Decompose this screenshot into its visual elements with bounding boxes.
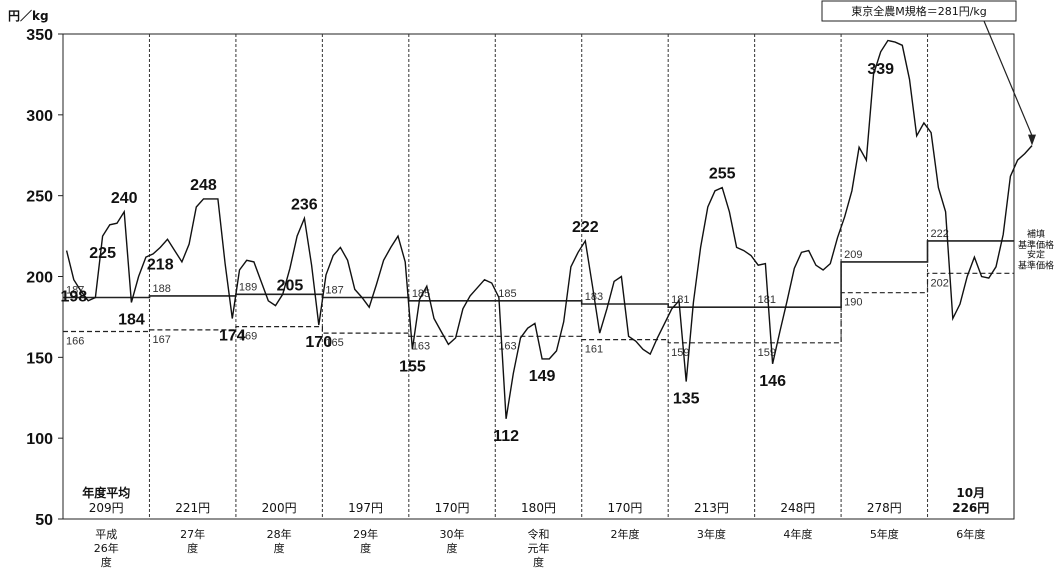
fy-average-heading: 年度平均 (82, 485, 130, 500)
fy-label: 平成 (95, 528, 117, 541)
antei-side-label: 安定 (1027, 248, 1045, 260)
fy-average-value: 197円 (348, 501, 383, 515)
fiscal-year-separators (148, 34, 929, 519)
price-point-label: 218 (147, 256, 174, 273)
antei-value-label: 202 (931, 277, 949, 289)
hoten-value-label: 188 (152, 283, 170, 295)
hoten-value-label: 185 (412, 288, 430, 300)
fy-label: 2年度 (610, 527, 639, 541)
fy-label: 令和 (528, 527, 550, 541)
fy-label: 30年 (440, 527, 465, 541)
fy-label: 26年 (94, 541, 119, 555)
callout-text: 東京全農M規格＝281円/kg (851, 4, 987, 18)
hoten-side-label: 基準価格 (1018, 239, 1054, 251)
fy-label: 度 (187, 541, 198, 555)
callout-arrow-line (983, 20, 1033, 136)
data-labels: 240 184 248 174 236 170 225 155 198 112 222 149 135 2… (60, 61, 894, 445)
fy-label: 3年度 (697, 527, 726, 541)
y-tick-label: 200 (26, 270, 53, 287)
fy-label: 度 (274, 541, 285, 555)
y-tick-label: 100 (26, 431, 53, 448)
fy-average-value: 200円 (262, 501, 297, 515)
fy-label: 度 (533, 555, 544, 569)
fy-label: 29年 (353, 527, 378, 541)
fy-average-value: 221円 (175, 501, 210, 515)
fy-average-heading: 10月 (956, 486, 985, 500)
hoten-value-label: 185 (498, 288, 516, 300)
y-tick-label: 150 (26, 350, 53, 367)
price-point-label: 135 (673, 391, 700, 408)
fy-average-value: 170円 (608, 501, 643, 515)
antei-value-label: 165 (325, 337, 343, 349)
price-series (65, 39, 1033, 419)
price-point-label: 174 (219, 328, 246, 345)
price-point-label: 248 (190, 177, 217, 194)
fy-average-value: 213円 (694, 501, 729, 515)
axes: 円／kg 50 100 150 200 250 300 350 (8, 8, 1015, 529)
callout-box (821, 0, 1017, 22)
hoten-value-label: 222 (931, 228, 949, 240)
fy-average-value: 209円 (89, 501, 124, 515)
antei-value-label: 159 (758, 347, 776, 359)
price-point-label: 222 (572, 219, 599, 236)
hoten-value-label: 189 (239, 281, 257, 293)
price-point-label: 184 (118, 311, 145, 328)
price-point-label: 205 (277, 277, 304, 294)
antei-value-label: 169 (239, 331, 257, 343)
callout-arrow-head (1028, 134, 1036, 146)
antei-value-label: 163 (498, 340, 516, 352)
fy-label: 6年度 (956, 527, 985, 541)
fy-label: 28年 (267, 527, 292, 541)
fy-average-value: 226円 (952, 501, 989, 515)
fy-label: 度 (101, 555, 112, 569)
hoten-value-label: 181 (671, 294, 689, 306)
price-point-label: 198 (60, 289, 87, 306)
antei-value-label: 166 (66, 335, 84, 347)
antei-value-label: 159 (671, 347, 689, 359)
antei-value-label: 161 (585, 344, 603, 356)
y-tick-label: 350 (26, 27, 53, 44)
fy-label: 度 (447, 541, 458, 555)
fy-label: 4年度 (783, 527, 812, 541)
antei-value-label: 167 (152, 334, 170, 346)
antei-value-label: 163 (412, 340, 430, 352)
price-point-label: 170 (305, 334, 332, 351)
y-tick-label: 300 (26, 108, 53, 125)
fiscal-year-labels: 年度平均209円平成26年度221円27年度200円28年度197円29年度17… (82, 228, 1054, 569)
fy-average-value: 180円 (521, 501, 556, 515)
hoten-value-label: 181 (758, 294, 776, 306)
price-point-label: 146 (759, 373, 786, 390)
hoten-value-label: 209 (844, 249, 862, 261)
hoten-value-label: 187 (66, 285, 84, 297)
y-tick-label: 50 (35, 512, 53, 529)
fy-label: 27年 (180, 527, 205, 541)
y-axis-unit: 円／kg (8, 8, 49, 23)
hoten-value-label: 187 (325, 285, 343, 297)
antei-side-label: 基準価格 (1018, 259, 1054, 271)
hoten-reference-line (63, 240, 1014, 308)
price-point-label: 149 (529, 368, 556, 385)
fy-label: 度 (360, 541, 371, 555)
price-point-label: 255 (709, 166, 736, 183)
price-point-label: 339 (867, 61, 894, 78)
fy-average-value: 248円 (780, 501, 815, 515)
price-point-label: 240 (111, 190, 138, 207)
price-point-label: 112 (493, 428, 519, 445)
hoten-side-label: 補填 (1027, 228, 1045, 240)
price-point-label: 225 (89, 245, 116, 262)
fy-average-value: 278円 (867, 501, 902, 515)
antei-reference-line (63, 272, 1014, 344)
current-price-callout: 東京全農M規格＝281円/kg (821, 0, 1036, 146)
y-tick-label: 250 (26, 189, 53, 206)
tokyo-m-price-line (65, 39, 1033, 419)
antei-value-label: 190 (844, 297, 862, 309)
fy-label: 元年 (528, 541, 550, 555)
price-point-label: 236 (291, 196, 318, 213)
fy-average-value: 170円 (435, 501, 470, 515)
fy-label: 5年度 (870, 527, 899, 541)
price-point-label: 155 (399, 358, 426, 375)
